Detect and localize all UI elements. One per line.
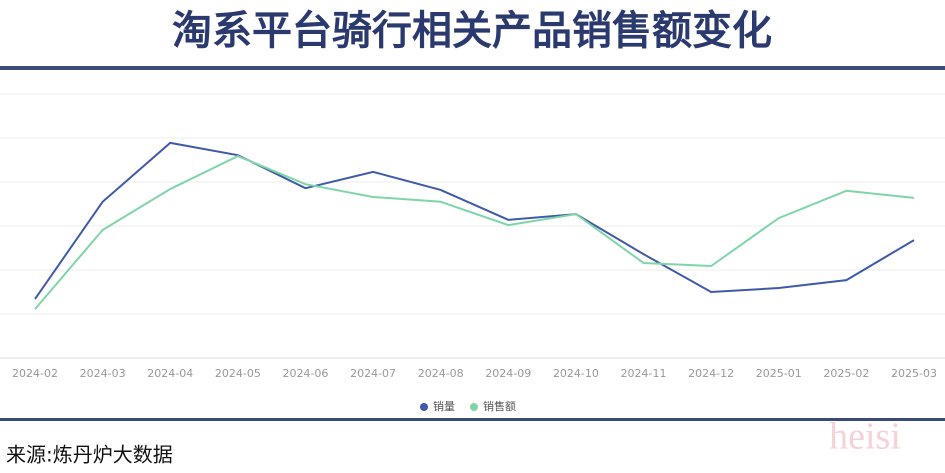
x-tick-label: 2025-01: [756, 367, 802, 380]
x-tick-label: 2024-11: [621, 367, 667, 380]
chart-title: 淘系平台骑行相关产品销售额变化: [172, 8, 772, 54]
title-rule: [0, 66, 945, 70]
x-tick-label: 2024-08: [418, 367, 464, 380]
legend-marker: [470, 403, 478, 411]
x-tick-label: 2024-04: [147, 367, 193, 380]
x-tick-label: 2024-05: [215, 367, 261, 380]
x-tick-label: 2025-03: [891, 367, 937, 380]
series-line: [34, 154, 915, 310]
x-tick-label: 2024-09: [485, 367, 531, 380]
x-tick-label: 2024-06: [282, 367, 328, 380]
legend-label: 销售额: [483, 399, 516, 413]
x-tick-label: 2024-10: [553, 367, 599, 380]
source: 来源:炼丹炉大数据: [6, 443, 173, 467]
watermark: heisi: [829, 416, 901, 458]
x-tick-label: 2024-02: [12, 367, 58, 380]
legend-marker: [420, 403, 428, 411]
bottom-rule: [0, 418, 945, 421]
x-tick-label: 2024-12: [688, 367, 734, 380]
x-tick-label: 2024-03: [80, 367, 126, 380]
x-tick-label: 2025-02: [823, 367, 869, 380]
x-tick-label: 2024-07: [350, 367, 396, 380]
legend-label: 销量: [433, 399, 455, 413]
series-line: [34, 141, 915, 300]
